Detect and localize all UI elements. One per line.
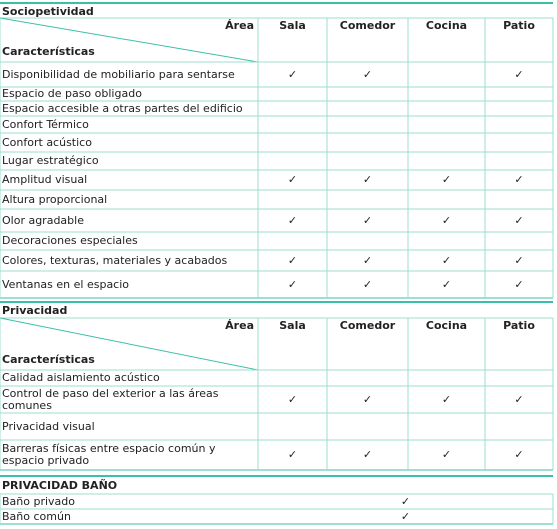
row-label: Baño común: [2, 509, 71, 523]
check: ✓: [441, 448, 452, 461]
corner-bottom: Características: [2, 353, 95, 366]
check: ✓: [441, 277, 452, 291]
check: ✓: [514, 253, 524, 267]
row-label: Baño privado: [2, 494, 76, 508]
check: ✓: [362, 253, 373, 267]
row-label: Colores, texturas, materiales y acabados: [2, 253, 228, 267]
row-label: Espacio accesible a otras partes del edi…: [2, 101, 243, 115]
column-header: Patio: [503, 319, 535, 332]
column-header: Sala: [279, 19, 306, 32]
check: ✓: [362, 67, 373, 81]
column-header: Cocina: [425, 19, 468, 32]
section-title: Sociopetividad: [2, 4, 94, 18]
row-label: Control de paso del exterior a las áreas…: [2, 386, 219, 412]
column-header: Comedor: [339, 19, 396, 32]
check: ✓: [441, 392, 452, 406]
check: ✓: [514, 213, 524, 227]
column-header: Cocina: [425, 319, 468, 332]
check: ✓: [441, 173, 452, 186]
row-label: Disponibilidad de mobiliario para sentar…: [2, 67, 235, 81]
check: ✓: [362, 392, 373, 406]
check: ✓: [400, 509, 411, 523]
rule: [0, 317, 259, 371]
check: ✓: [514, 392, 524, 406]
check: ✓: [362, 448, 373, 461]
row-label: Confort Térmico: [2, 117, 89, 131]
check: ✓: [287, 213, 298, 227]
check: ✓: [287, 392, 298, 406]
row-label: Barreras físicas entre espacio común y e…: [2, 442, 216, 467]
row-label: Privacidad visual: [2, 419, 95, 433]
check: ✓: [287, 277, 298, 291]
row-label: Confort acústico: [2, 135, 92, 149]
row-label: Calidad aislamiento acústico: [2, 371, 160, 384]
corner-bottom: Características: [2, 45, 95, 58]
row-label: Ventanas en el espacio: [2, 277, 130, 291]
check: ✓: [514, 67, 524, 81]
corner-top: Área: [225, 319, 254, 332]
column-header: Patio: [503, 19, 535, 32]
check: ✓: [287, 173, 298, 186]
check: ✓: [362, 213, 373, 227]
check: ✓: [514, 277, 524, 291]
check: ✓: [400, 494, 411, 508]
check: ✓: [514, 448, 524, 461]
section-title: Privacidad: [2, 304, 68, 317]
row-label: Amplitud visual: [2, 173, 88, 186]
column-header: Comedor: [339, 319, 396, 332]
check: ✓: [362, 277, 373, 291]
check: ✓: [441, 253, 452, 267]
section-title: PRIVACIDAD BAÑO: [2, 479, 118, 492]
row-label: Olor agradable: [2, 213, 84, 227]
check: ✓: [441, 213, 452, 227]
column-header: Sala: [279, 319, 306, 332]
check: ✓: [287, 67, 298, 81]
check: ✓: [514, 173, 524, 186]
row-label: Lugar estratégico: [2, 154, 99, 167]
corner-top: Área: [225, 19, 254, 32]
check: ✓: [362, 173, 373, 186]
check: ✓: [287, 253, 298, 267]
check: ✓: [287, 448, 298, 461]
row-label: Espacio de paso obligado: [2, 87, 142, 100]
rule: [0, 17, 259, 63]
row-label: Altura proporcional: [2, 192, 108, 206]
row-label: Decoraciones especiales: [2, 234, 138, 247]
